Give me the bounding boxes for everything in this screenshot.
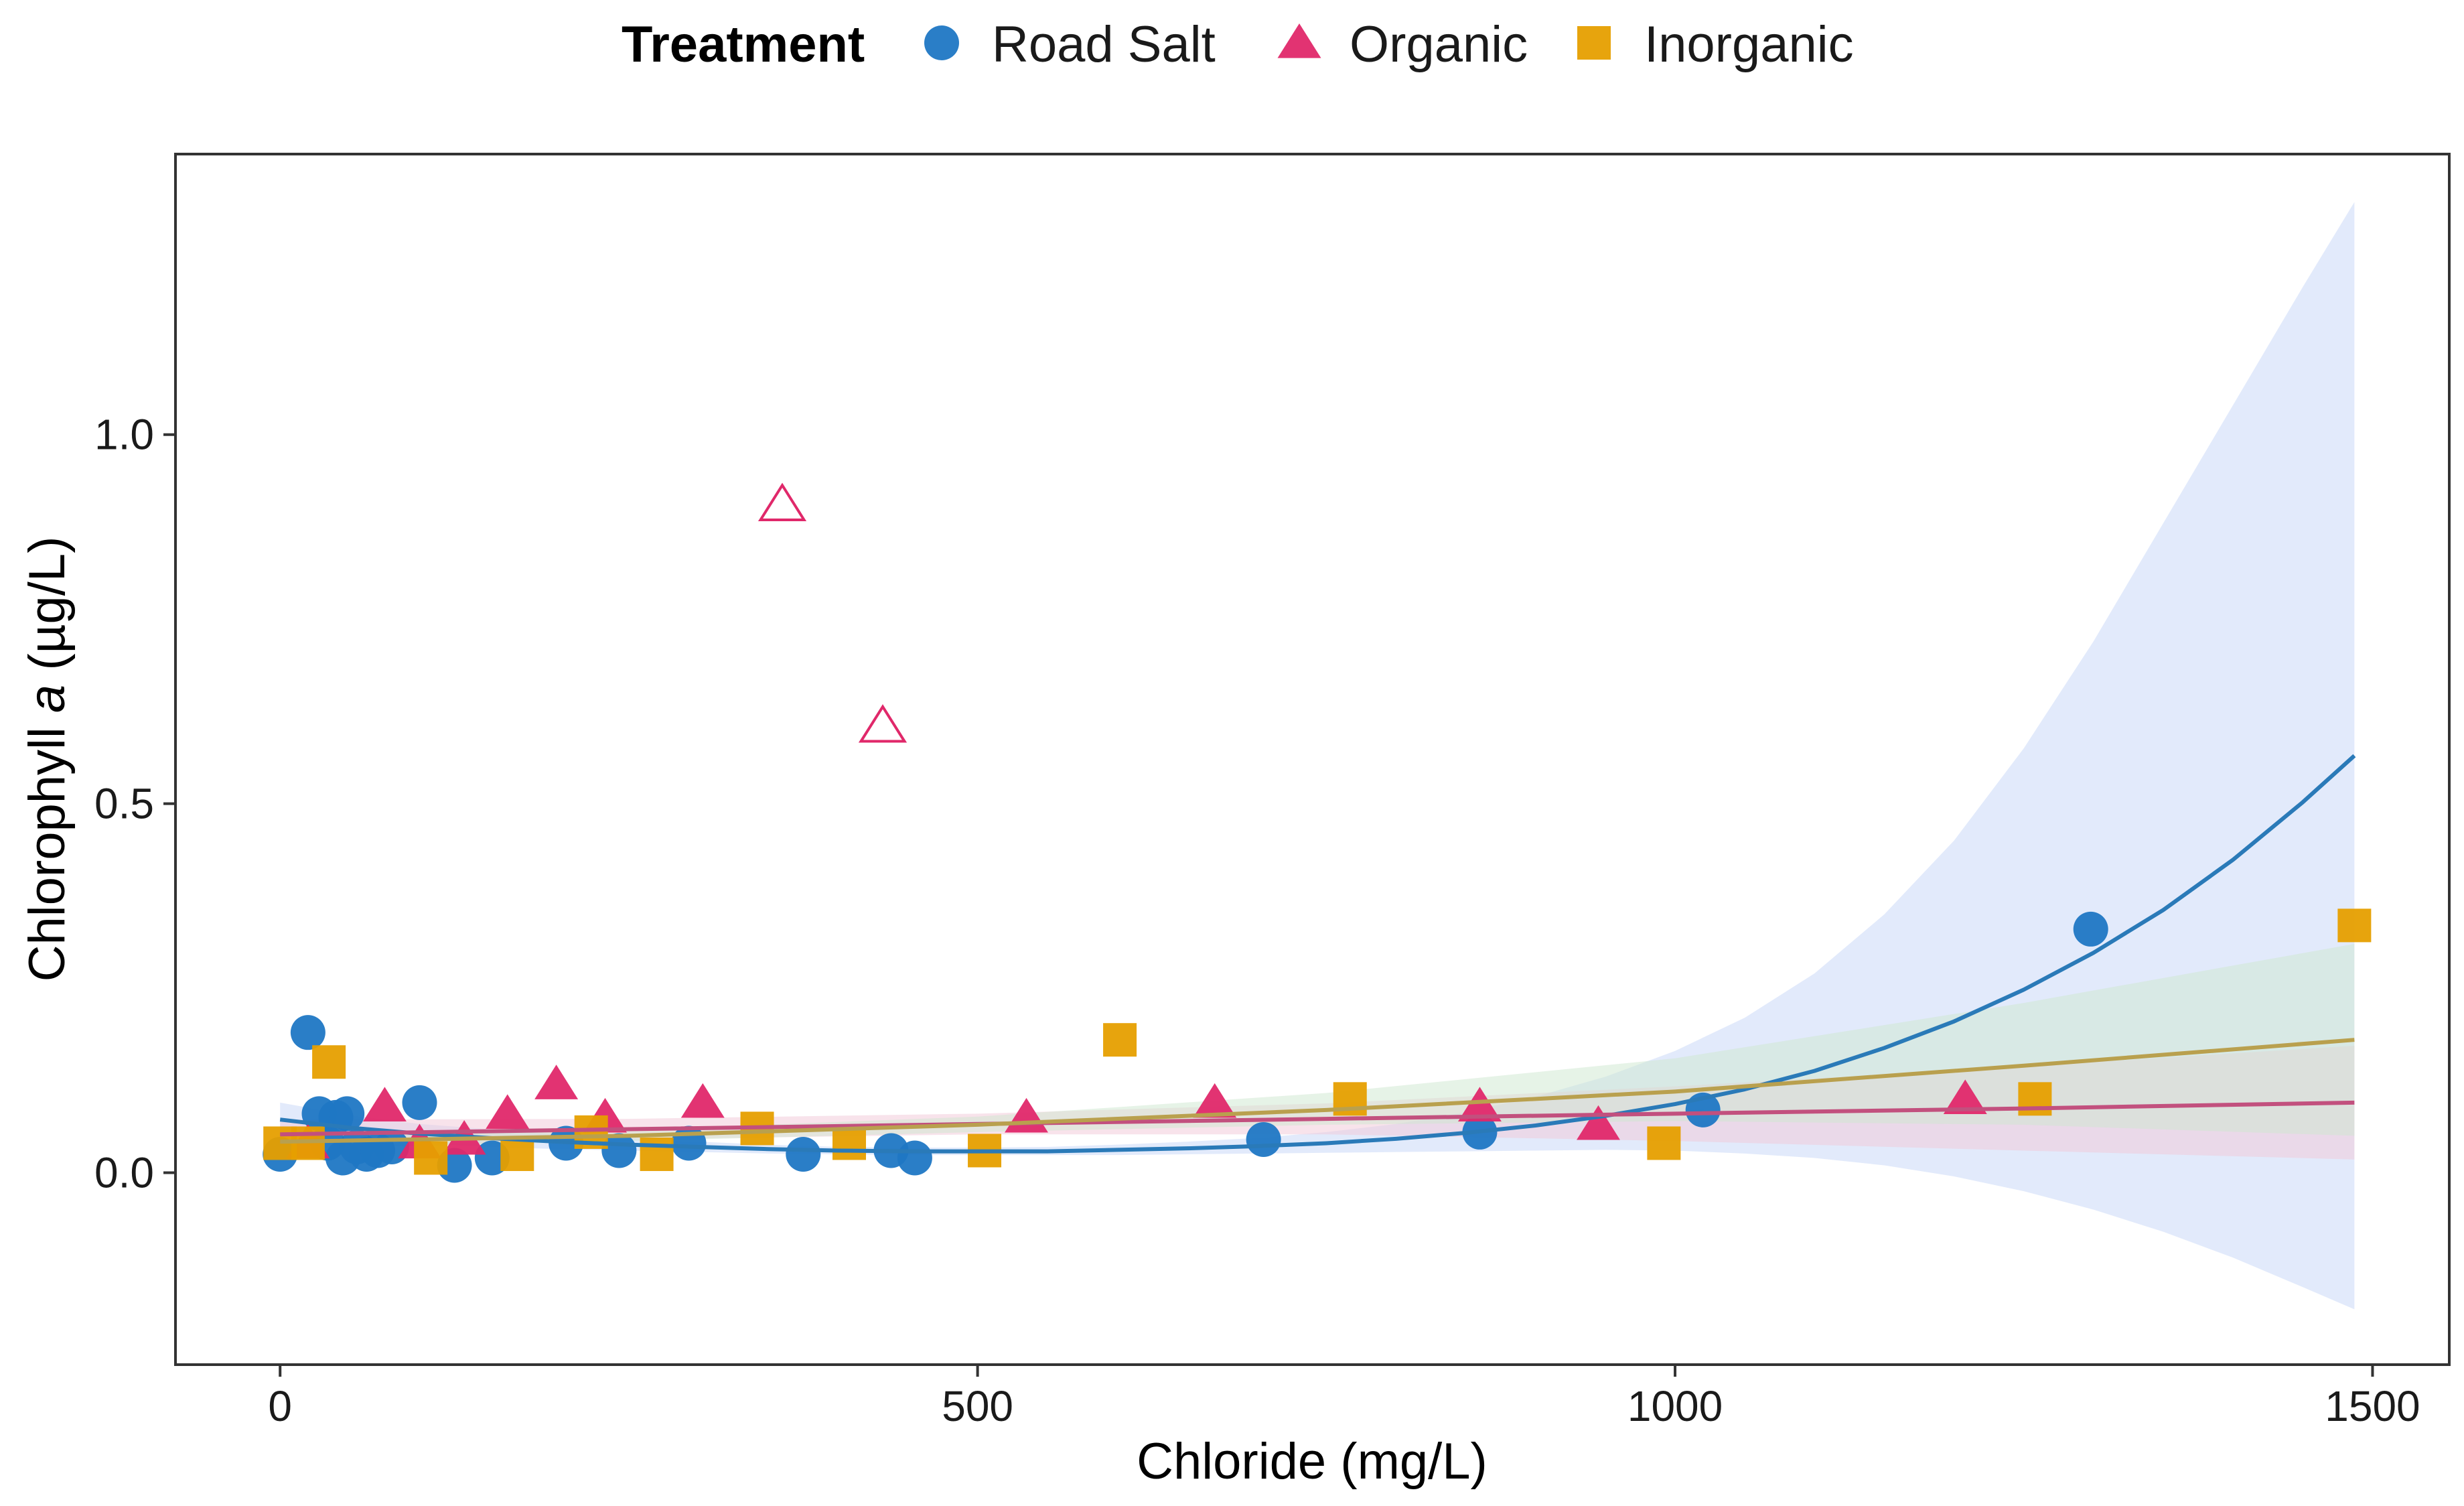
y-axis-title: Chlorophyll a (µg/L) [19,537,76,982]
data-point-road-salt [1246,1121,1281,1157]
legend-label-road-salt: Road Salt [992,16,1216,73]
y-axis-title-prefix: Chlorophyll [19,713,76,981]
data-point-inorganic [1647,1126,1681,1160]
x-tick-label: 500 [942,1382,1013,1430]
y-tick-label: 0.5 [94,780,154,828]
data-point-organic [1457,1087,1502,1121]
x-tick-label: 1000 [1627,1382,1723,1430]
data-point-inorganic [2337,908,2372,943]
data-point-road-salt [786,1136,821,1172]
plot-panel-border [174,153,2451,1366]
y-tick-label: 1.0 [94,411,154,459]
fit-line-organic [280,1100,2355,1137]
legend-label-organic: Organic [1350,16,1528,73]
legend-title: Treatment [622,16,865,73]
y-axis-title-suffix: (µg/L) [19,537,76,685]
y-axis-title-italic: a [19,685,76,713]
data-point-road-salt [330,1096,365,1132]
data-point-organic [1193,1083,1237,1118]
legend-label-inorganic: Inorganic [1644,16,1854,73]
legend-key-organic [1277,23,1321,58]
x-tick-label: 0 [268,1382,292,1430]
data-point-organic [362,1087,407,1121]
x-axis-title: Chloride (mg/L) [1137,1433,1488,1490]
confidence-band-inorganic [280,943,2355,1150]
y-axis: 0.0 0.5 1.0 [94,411,175,1197]
outlier-point-organic [858,704,908,743]
data-point-organic [680,1083,725,1118]
fit-line-inorganic [280,1038,2355,1144]
legend: Treatment Road Salt Organic Inorganic [622,16,1854,73]
data-point-inorganic [500,1137,534,1171]
data-point-inorganic [1103,1023,1137,1057]
data-point-road-salt [671,1125,707,1161]
data-point-organic [1943,1079,1987,1114]
data-point-inorganic [312,1045,346,1079]
confidence-band-road-salt [280,202,2355,1310]
y-tick-label: 0.0 [94,1149,154,1197]
data-point-organic [1576,1105,1620,1140]
data-point-inorganic [832,1126,867,1160]
legend-key-inorganic [1577,26,1611,60]
outlier-point-organic [757,482,807,521]
x-tick-label: 1500 [2325,1382,2420,1430]
legend-key-road-salt [924,25,959,60]
data-point-road-salt [290,1015,325,1050]
fit-lines [279,754,2356,1154]
data-point-organic [486,1094,530,1129]
data-point-inorganic [414,1141,448,1175]
data-point-inorganic [640,1137,674,1171]
data-point-road-salt [897,1140,932,1176]
data-point-road-salt [402,1085,437,1120]
x-axis: 0 500 1000 1500 [268,1365,2420,1430]
data-point-organic [534,1065,579,1099]
data-point-road-salt [2073,911,2108,947]
fit-line-road-salt [279,754,2356,1154]
data-point-road-salt [601,1133,637,1168]
data-point-inorganic [2018,1082,2052,1116]
